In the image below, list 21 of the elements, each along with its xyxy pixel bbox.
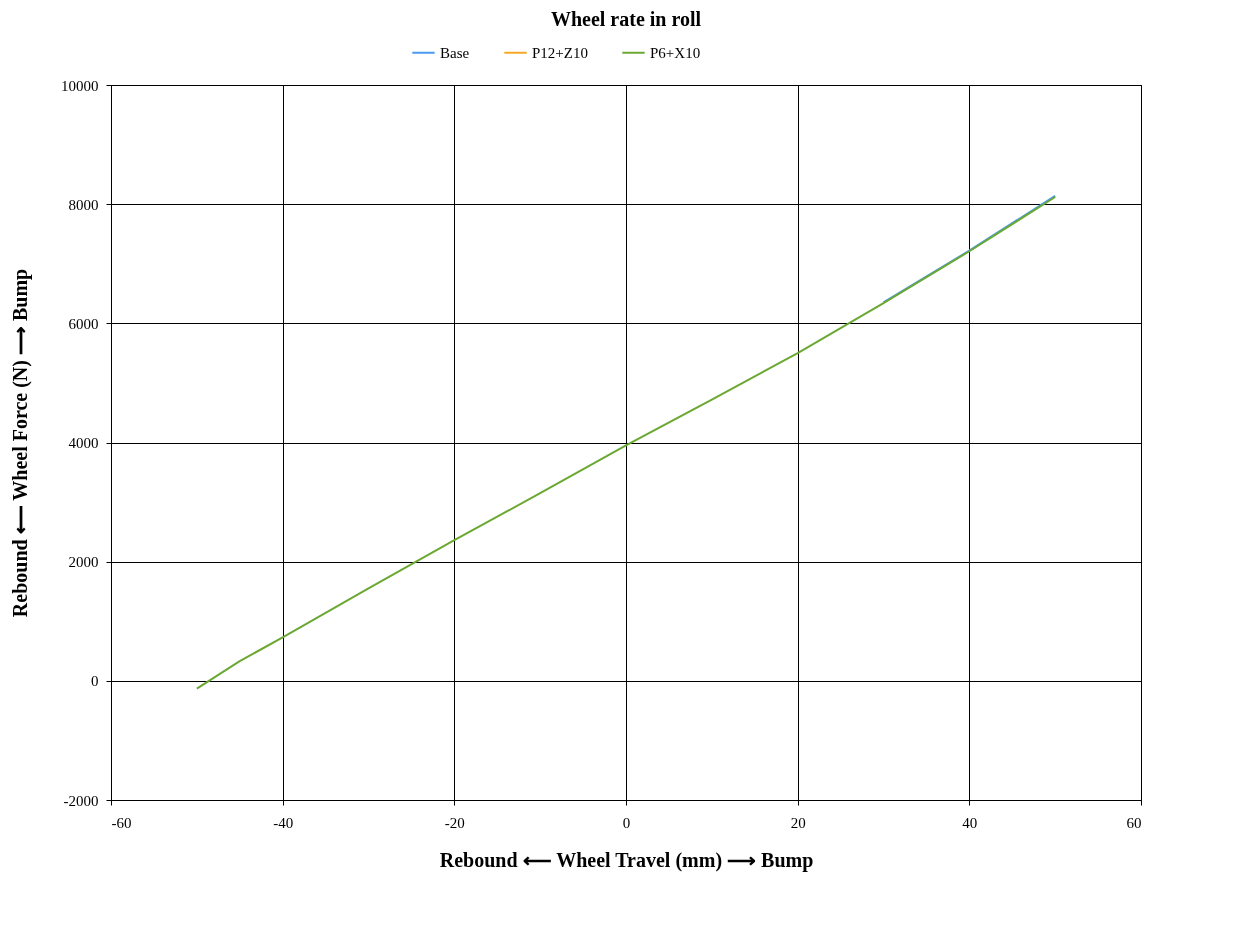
x-tick-label: 20	[790, 814, 806, 831]
y-tick-label: 6000	[68, 315, 99, 332]
x-tick-label: -20	[444, 814, 465, 831]
y-tick-label: 4000	[68, 435, 99, 451]
legend-label: P12+Z10	[532, 44, 588, 61]
legend-label: P6+X10	[650, 44, 701, 61]
x-tick-label: -60	[111, 814, 132, 831]
y-tick-label: 2000	[68, 554, 99, 571]
y-tick-label: -2000	[63, 792, 99, 809]
x-tick-label: 40	[962, 814, 978, 831]
x-tick-label: -40	[273, 814, 294, 831]
chart-title: Wheel rate in roll	[550, 8, 702, 30]
y-tick-label: 8000	[68, 196, 99, 213]
line-series	[195, 196, 1057, 690]
legend-label: Base	[440, 44, 470, 61]
y-tick-label: 10000	[61, 77, 99, 94]
x-tick-label: 0	[622, 814, 631, 831]
y-axis-title: Rebound ⟵ Wheel Force (N) ⟶ Bump	[9, 268, 32, 618]
x-axis-title: Rebound ⟵ Wheel Travel (mm) ⟶ Bump	[439, 848, 814, 872]
y-tick-label: 0	[91, 673, 99, 690]
x-tick-label: 60	[1126, 814, 1142, 831]
